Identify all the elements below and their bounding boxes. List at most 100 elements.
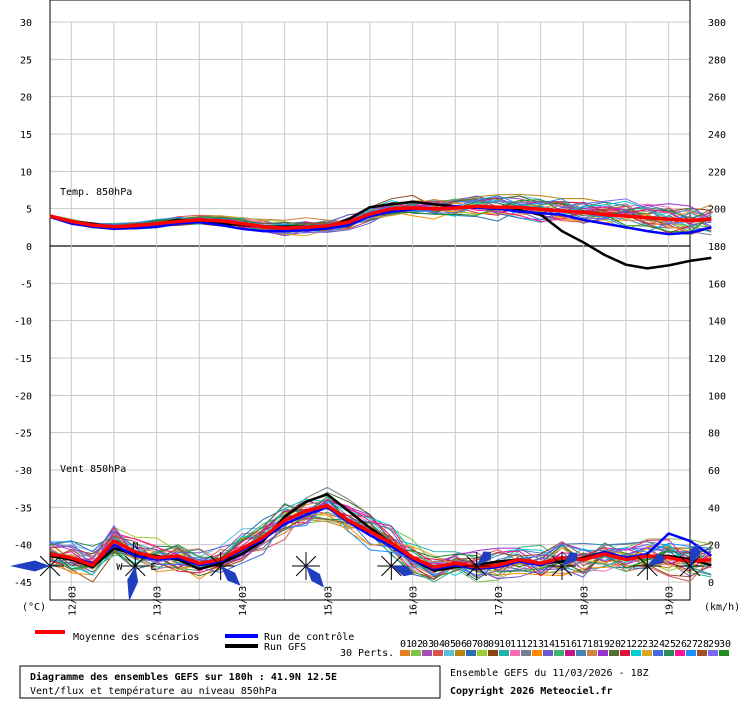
left-tick-label: -20 xyxy=(14,391,32,402)
right-tick-label: 160 xyxy=(708,279,726,290)
mean-temp-line xyxy=(49,204,712,230)
legend-gfs-label: Run GFS xyxy=(264,642,306,653)
perturbation-swatch xyxy=(686,650,696,656)
perturbation-id: 25 xyxy=(664,639,676,650)
perturbation-swatch xyxy=(444,650,454,656)
wind-rose xyxy=(676,543,704,580)
perturbation-swatch xyxy=(653,650,663,656)
chart-title: Diagramme des ensembles GEFS sur 180h : … xyxy=(30,671,337,683)
wind-rose-spoke xyxy=(381,555,392,567)
wind-rose-spoke xyxy=(637,565,648,577)
wind-rose-spoke xyxy=(210,555,222,567)
wind-rose-spoke xyxy=(390,555,402,567)
copyright: Copyright 2026 Meteociel.fr xyxy=(450,685,613,697)
perturbation-swatch xyxy=(521,650,531,656)
wind-rose-spoke xyxy=(125,565,136,577)
x-tick-label: 16/03 xyxy=(409,586,420,616)
wind-rose xyxy=(10,552,64,580)
wind-rose-spoke xyxy=(134,555,146,567)
x-tick-label: 13/03 xyxy=(153,586,164,616)
right-tick-label: 300 xyxy=(708,18,726,29)
title-box xyxy=(19,665,441,699)
wind-rose-spoke xyxy=(646,565,658,577)
perturbation-swatch xyxy=(719,650,729,656)
perturbation-swatch xyxy=(532,650,542,656)
perturbation-id: 02 xyxy=(411,639,423,650)
perturbation-id: 24 xyxy=(653,639,665,650)
wind-rose xyxy=(377,552,414,580)
perturbation-swatch xyxy=(587,650,597,656)
wind-rose-petal xyxy=(306,566,324,588)
wind-rose-petal xyxy=(689,543,701,566)
main-series-lines xyxy=(49,200,713,573)
perturbation-id: 15 xyxy=(554,639,566,650)
right-tick-label: 60 xyxy=(708,466,720,477)
wind-rose-petal xyxy=(391,565,414,577)
perturbation-wind-line xyxy=(49,498,712,572)
legend-mean-label: Moyenne des scénarios xyxy=(73,631,199,643)
wind-rose-spoke xyxy=(295,565,307,577)
left-tick-label: 10 xyxy=(20,167,32,178)
left-tick-label: -10 xyxy=(14,317,32,328)
left-tick-label: 25 xyxy=(20,55,32,66)
perturbation-swatch xyxy=(598,650,608,656)
wind-rose-spoke xyxy=(551,555,563,567)
wind-rose-n-label: N xyxy=(132,541,138,552)
chart-grid xyxy=(50,21,690,600)
right-tick-label: 180 xyxy=(708,242,726,253)
perturbation-id: 06 xyxy=(455,639,467,650)
perturbation-swatch xyxy=(466,650,476,656)
wind-rose-spoke xyxy=(679,565,691,577)
perturbation-id: 14 xyxy=(543,639,555,650)
perturbation-swatch xyxy=(422,650,432,656)
right-tick-label: 280 xyxy=(708,55,726,66)
wind-rose-spoke xyxy=(679,555,691,567)
perturbation-id: 22 xyxy=(631,639,643,650)
perturbation-lines xyxy=(49,193,712,583)
perturbation-id: 11 xyxy=(510,639,522,650)
wind-rose-spoke xyxy=(637,555,648,567)
left-tick-label: 20 xyxy=(20,93,32,104)
left-tick-label: -5 xyxy=(20,279,32,290)
wind-rose-spoke xyxy=(476,565,487,577)
wind-rose-spoke xyxy=(49,555,61,567)
perturbation-swatch xyxy=(620,650,630,656)
wind-rose-spoke xyxy=(466,565,478,577)
wind-rose-spoke xyxy=(305,555,317,567)
perturbation-id: 04 xyxy=(433,639,445,650)
perturbation-id: 13 xyxy=(532,639,544,650)
left-unit: (°C) xyxy=(22,602,46,613)
wind-rose-spoke xyxy=(561,565,573,577)
perturbation-swatch xyxy=(411,650,421,656)
perturbation-id: 07 xyxy=(466,639,478,650)
perturbation-id: 19 xyxy=(598,639,610,650)
perturbation-id: 01 xyxy=(400,639,412,650)
perturbation-count: 30 Perts. xyxy=(340,648,394,659)
perturbation-id: 26 xyxy=(675,639,687,650)
perturbation-id: 09 xyxy=(488,639,500,650)
control-temp-line xyxy=(49,205,712,236)
perturbation-id: 30 xyxy=(719,639,731,650)
wind-rose-spoke xyxy=(49,565,61,577)
perturbation-swatch xyxy=(543,650,553,656)
wind-rose xyxy=(206,552,241,586)
perturbation-swatch xyxy=(675,650,685,656)
wind-rose-petal xyxy=(10,560,50,572)
perturbation-id: 27 xyxy=(686,639,698,650)
wind-rose-spoke xyxy=(134,565,146,577)
perturbation-swatch xyxy=(609,650,619,656)
perturbation-id: 10 xyxy=(499,639,511,650)
left-tick-label: -25 xyxy=(14,429,32,440)
wind-rose-spoke xyxy=(689,555,701,567)
wind-rose xyxy=(633,552,665,580)
right-unit: (km/h) xyxy=(704,602,740,613)
perturbation-swatch xyxy=(477,650,487,656)
perturbation-swatch xyxy=(664,650,674,656)
wind-rose-spoke xyxy=(295,555,307,567)
perturbation-id: 29 xyxy=(708,639,720,650)
wind-roses: NW E xyxy=(10,541,704,602)
left-tick-label: -30 xyxy=(14,466,32,477)
right-tick-label: 220 xyxy=(708,167,726,178)
perturbation-legend: 0102030405060708091011121314151617181920… xyxy=(400,639,731,656)
